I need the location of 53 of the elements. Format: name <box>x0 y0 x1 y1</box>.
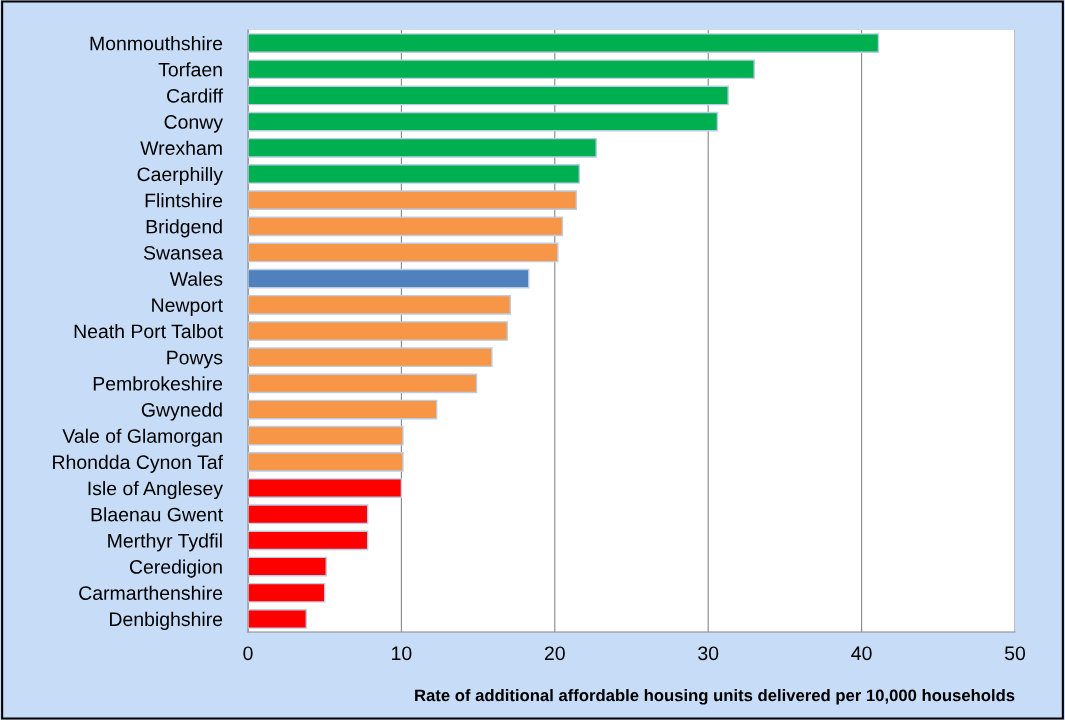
y-tick-label: Neath Port Talbot <box>74 323 223 339</box>
x-tick-label: 30 <box>698 646 719 661</box>
x-tick-label: 50 <box>1004 646 1026 661</box>
x-tick-label: 10 <box>392 646 412 661</box>
y-tick-label: Torfaen <box>158 62 222 77</box>
y-tick-label: Cardiff <box>167 88 224 103</box>
x-tick-label: 0 <box>243 646 253 661</box>
bar <box>248 530 369 551</box>
y-tick-label: Powys <box>167 350 223 369</box>
y-tick-label: Pembrokeshire <box>93 376 223 391</box>
bar <box>248 478 403 498</box>
bar <box>248 609 307 629</box>
bar <box>248 321 508 341</box>
y-tick-label: Carmarthenshire <box>79 585 223 600</box>
bar <box>248 216 564 237</box>
bar <box>248 85 729 106</box>
x-tick-label: 40 <box>851 646 872 661</box>
y-tick-label: Merthyr Tydfil <box>108 533 222 552</box>
bar <box>248 294 512 315</box>
bar <box>248 373 478 394</box>
y-tick-label: Wrexham <box>140 140 222 156</box>
bar <box>248 399 438 420</box>
y-tick-label: Flintshire <box>145 193 223 208</box>
y-tick-label: Monmouthshire <box>90 36 223 51</box>
y-tick-label: Isle of Anglesey <box>88 481 223 500</box>
bar <box>248 347 493 368</box>
y-tick-label: Newport <box>152 298 223 316</box>
bar <box>248 137 597 158</box>
y-tick-label: Wales <box>169 271 223 286</box>
bar <box>248 164 581 184</box>
y-tick-label: Gwynedd <box>141 402 222 421</box>
bar <box>248 59 755 80</box>
bar <box>248 268 530 289</box>
y-tick-label: Caerphilly <box>137 166 223 186</box>
bar <box>248 190 577 210</box>
bar <box>248 425 404 446</box>
y-tick-label: Rhondda Cynon Taf <box>53 454 224 473</box>
x-tick-label: 20 <box>544 646 565 661</box>
y-tick-label: Conwy <box>164 115 223 133</box>
bar <box>248 111 719 132</box>
y-tick-label: Denbighshire <box>110 611 223 630</box>
x-axis-title: Rate of additional affordable housing units delivered per 10,000 households <box>415 689 1015 705</box>
y-tick-label: Ceredigion <box>129 559 222 578</box>
bar <box>248 582 326 603</box>
y-tick-label: Vale of Glamorgan <box>62 428 222 447</box>
bar <box>248 556 327 577</box>
y-tick-label: Blaenau Gwent <box>91 507 223 522</box>
y-tick-label: Bridgend <box>146 219 222 238</box>
bar <box>248 452 404 472</box>
y-tick-label: Swansea <box>143 245 223 260</box>
bar <box>248 33 880 53</box>
bar <box>248 504 369 525</box>
bar <box>248 242 559 263</box>
